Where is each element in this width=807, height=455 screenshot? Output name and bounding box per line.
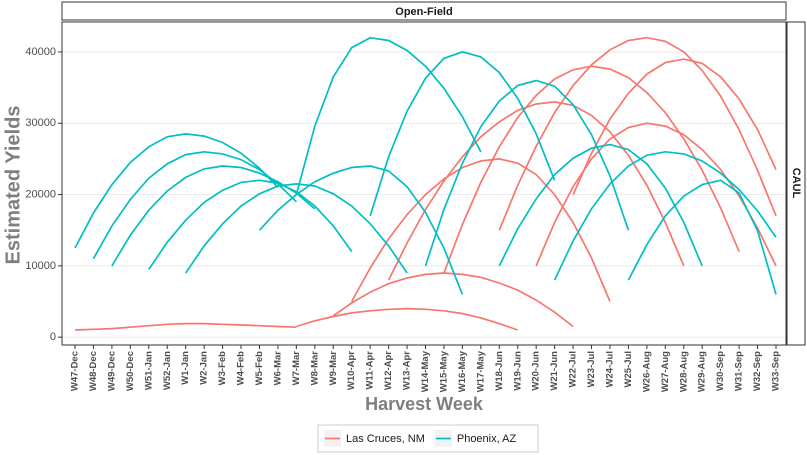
- x-tick-label: W27-Aug: [660, 351, 671, 392]
- y-tick-label: 0: [50, 331, 56, 343]
- x-tick-label: W47-Dec: [70, 351, 81, 391]
- x-tick-label: W23-Jul: [586, 351, 597, 387]
- x-tick-label: W51-Jan: [143, 351, 154, 390]
- x-tick-label: W52-Jan: [162, 351, 173, 390]
- x-tick-label: W32-Sep: [752, 351, 763, 391]
- panel-label: Open-Field: [395, 6, 452, 18]
- x-tick-label: W50-Dec: [125, 351, 136, 391]
- legend-label: Phoenix, AZ: [457, 433, 517, 445]
- curve: [332, 272, 574, 328]
- x-tick-label: W22-Jul: [568, 351, 579, 387]
- x-tick-label: W12-Apr: [383, 351, 394, 390]
- x-tick-label: W13-Apr: [402, 351, 413, 390]
- x-tick-label: W30-Sep: [715, 351, 726, 391]
- curve: [627, 179, 777, 295]
- curve: [350, 158, 611, 302]
- x-tick-label: W24-Jul: [604, 351, 615, 387]
- panel-border: [61, 21, 787, 346]
- y-tick-label: 20000: [25, 188, 56, 200]
- x-tick-label: W16-May: [457, 350, 468, 392]
- x-tick-label: W7-Mar: [291, 351, 302, 386]
- x-tick-label: W15-May: [438, 350, 449, 392]
- x-tick-label: W33-Sep: [771, 351, 782, 391]
- y-axis-title: Estimated Yields: [2, 106, 24, 265]
- x-tick-label: W10-Apr: [346, 351, 357, 390]
- curve: [443, 65, 740, 274]
- curve: [387, 101, 685, 281]
- x-tick-label: W26-Aug: [641, 351, 652, 392]
- y-tick-label: 10000: [25, 260, 56, 272]
- x-tick-label: W8-Mar: [309, 351, 320, 386]
- x-tick-label: W6-Mar: [272, 351, 283, 386]
- curve: [184, 183, 408, 274]
- x-tick-label: W9-Mar: [328, 351, 339, 386]
- curve: [498, 143, 703, 267]
- curve: [295, 36, 482, 195]
- x-tick-label: W2-Jan: [199, 351, 210, 385]
- x-tick-label: W49-Dec: [106, 351, 117, 391]
- x-tick-label: W11-Apr: [365, 351, 376, 390]
- curve: [553, 150, 777, 281]
- legend-label: Las Cruces, NM: [346, 433, 425, 445]
- curve: [74, 133, 279, 249]
- y-tick-label: 30000: [25, 117, 56, 129]
- curve: [369, 51, 556, 217]
- x-tick-label: W14-May: [420, 350, 431, 392]
- x-tick-label: W29-Aug: [697, 351, 708, 392]
- curve: [296, 307, 518, 331]
- x-tick-label: W1-Jan: [180, 351, 191, 385]
- curve: [572, 58, 777, 195]
- x-axis-title: Harvest Week: [365, 394, 484, 414]
- x-tick-label: W48-Dec: [88, 351, 99, 391]
- curve: [74, 322, 297, 331]
- x-tick-label: W3-Feb: [217, 351, 228, 386]
- x-tick-label: W25-Jul: [623, 351, 634, 387]
- y-tick-label: 40000: [25, 46, 56, 58]
- curve: [111, 165, 316, 267]
- x-tick-label: W19-Jun: [512, 351, 523, 391]
- legend-box: [317, 424, 539, 453]
- x-tick-label: W17-May: [475, 350, 486, 392]
- x-tick-label: W18-Jun: [494, 351, 505, 391]
- x-tick-label: W4-Feb: [236, 351, 247, 386]
- facet-label: CAUL: [790, 168, 802, 199]
- panel-strip: [61, 1, 787, 21]
- x-tick-label: W28-Aug: [678, 351, 689, 392]
- x-tick-label: W21-Jun: [549, 351, 560, 391]
- curve: [92, 150, 297, 260]
- curve: [148, 179, 353, 270]
- curve: [498, 36, 777, 231]
- curve: [424, 79, 630, 267]
- x-tick-label: W5-Feb: [254, 351, 265, 386]
- x-tick-label: W31-Sep: [734, 351, 745, 391]
- curve: [258, 165, 464, 295]
- facet-strip: [786, 21, 806, 346]
- x-tick-label: W20-Jun: [531, 351, 542, 391]
